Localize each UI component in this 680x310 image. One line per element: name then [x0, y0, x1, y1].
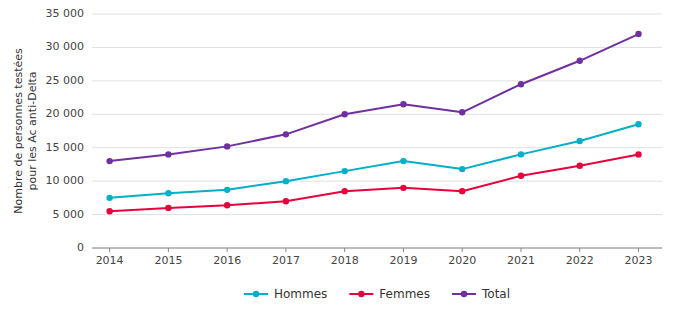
legend: Hommes Femmes Total	[244, 287, 510, 301]
data-point	[224, 202, 230, 208]
x-axis: 2014 2015 2016 2017 2018 2019 2020 2021 2022 2023	[92, 248, 662, 267]
x-tick-label: 2023	[624, 254, 652, 267]
legend-label: Total	[481, 287, 510, 301]
data-point	[400, 101, 406, 107]
data-point	[106, 208, 112, 214]
grid-line	[92, 181, 662, 182]
data-point	[635, 151, 641, 157]
data-point	[518, 173, 524, 179]
grid-line	[92, 80, 662, 81]
x-tick	[638, 248, 639, 252]
x-tick-label: 2018	[331, 254, 359, 267]
grid-line	[92, 248, 662, 249]
chart-svg: 0 5 000 10 000 15 000 20 000 25 000 30 000 35 0…	[0, 0, 680, 310]
plot-area	[106, 31, 641, 215]
legend-marker	[461, 291, 467, 297]
x-tick	[344, 248, 345, 252]
grid-line	[92, 114, 662, 115]
data-point	[577, 163, 583, 169]
x-tick-label: 2015	[154, 254, 182, 267]
x-tick-label: 2020	[448, 254, 476, 267]
data-point	[283, 131, 289, 137]
data-point	[283, 198, 289, 204]
grid-line	[92, 147, 662, 148]
data-point	[283, 178, 289, 184]
data-point	[341, 188, 347, 194]
series-line	[110, 154, 639, 211]
x-tick	[462, 248, 463, 252]
data-point	[400, 185, 406, 191]
x-axis-line	[92, 248, 662, 249]
legend-item: Hommes	[244, 287, 327, 301]
legend-marker	[253, 291, 259, 297]
data-point	[341, 111, 347, 117]
y-tick-label: 35 000	[46, 7, 85, 20]
y-axis-label-line: pour les Ac anti-Delta	[26, 71, 39, 190]
series-line	[110, 34, 639, 161]
y-tick-label: 5 000	[53, 208, 85, 221]
x-tick-label: 2017	[272, 254, 300, 267]
legend-item: Total	[452, 287, 510, 301]
x-tick-label: 2019	[389, 254, 417, 267]
data-point	[400, 158, 406, 164]
grid-line	[92, 47, 662, 48]
data-point	[341, 168, 347, 174]
y-axis: 0 5 000 10 000 15 000 20 000 25 000 30 000 35 0…	[46, 7, 663, 254]
data-point	[106, 195, 112, 201]
y-axis-label: Nombre de personnes testéespour les Ac a…	[12, 48, 39, 214]
x-tick	[579, 248, 580, 252]
data-point	[459, 109, 465, 115]
legend-marker	[358, 291, 364, 297]
x-tick-label: 2016	[213, 254, 241, 267]
y-tick-label: 30 000	[46, 40, 85, 53]
y-tick-label: 15 000	[46, 141, 85, 154]
x-tick-label: 2022	[566, 254, 594, 267]
grid-line	[92, 214, 662, 215]
data-point	[577, 138, 583, 144]
data-point	[635, 31, 641, 37]
grid-line	[92, 14, 662, 15]
y-tick-label: 20 000	[46, 107, 85, 120]
data-point	[165, 205, 171, 211]
data-point	[518, 151, 524, 157]
x-tick	[285, 248, 286, 252]
data-point	[459, 188, 465, 194]
x-tick	[520, 248, 521, 252]
data-point	[224, 187, 230, 193]
x-tick-label: 2014	[96, 254, 124, 267]
series-line	[110, 124, 639, 198]
x-tick	[168, 248, 169, 252]
y-tick-label: 25 000	[46, 74, 85, 87]
data-point	[224, 143, 230, 149]
data-point	[165, 190, 171, 196]
legend-label: Hommes	[274, 287, 327, 301]
y-tick-label: 0	[77, 241, 84, 254]
x-tick-label: 2021	[507, 254, 535, 267]
data-point	[165, 151, 171, 157]
data-point	[518, 81, 524, 87]
data-point	[459, 166, 465, 172]
chart-container: 0 5 000 10 000 15 000 20 000 25 000 30 000 35 0…	[0, 0, 680, 310]
legend-item: Femmes	[349, 287, 430, 301]
y-tick-label: 10 000	[46, 174, 85, 187]
data-point	[106, 158, 112, 164]
legend-label: Femmes	[379, 287, 430, 301]
data-point	[577, 58, 583, 64]
x-tick	[109, 248, 110, 252]
x-tick	[227, 248, 228, 252]
y-axis-label-line: Nombre de personnes testées	[12, 48, 25, 214]
data-point	[635, 121, 641, 127]
x-tick	[403, 248, 404, 252]
